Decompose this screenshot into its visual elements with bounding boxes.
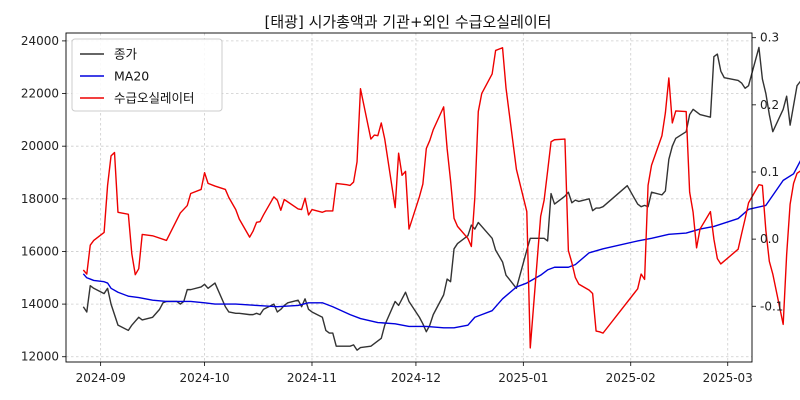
chart-title: [태광] 시가총액과 기관+외인 수급오실레이터 (265, 13, 552, 31)
x-tick-label: 2024-10 (180, 371, 230, 385)
y2-tick-label: 0.1 (760, 165, 779, 179)
x-tick-label: 2024-09 (76, 371, 126, 385)
plot-area (82, 46, 800, 351)
y2-tick-label: 0.3 (760, 31, 779, 45)
x-tick-label: 2025-01 (498, 371, 548, 385)
x-axis: 2024-09 2024-10 2024-11 2024-12 2025-01 2025-… (76, 362, 753, 385)
y2-tick-label: 0.0 (760, 232, 779, 246)
x-tick-label: 2024-12 (391, 371, 441, 385)
x-tick-label: 2024-11 (287, 371, 337, 385)
series-ma20-line (82, 160, 800, 329)
y2-tick-label: -0.1 (760, 299, 783, 313)
y-tick-label: 18000 (21, 192, 59, 206)
y-tick-label: 14000 (21, 297, 59, 311)
y-tick-label: 12000 (21, 350, 59, 364)
legend: 종가 MA20 수급오실레이터 (71, 38, 223, 112)
x-tick-label: 2025-02 (606, 371, 656, 385)
y-tick-label: 16000 (21, 244, 59, 258)
y-tick-label: 22000 (21, 87, 59, 101)
legend-oscillator-label: 수급오실레이터 (114, 91, 195, 106)
legend-box (71, 38, 223, 112)
y-tick-label: 24000 (21, 34, 59, 48)
plot-frame (65, 32, 753, 363)
y-axis-right: -0.1 0.0 0.1 0.2 0.3 (752, 31, 783, 313)
legend-ma20-label: MA20 (114, 69, 149, 84)
y-axis-left: 12000 14000 16000 18000 20000 22000 24000 (21, 34, 66, 364)
y-tick-label: 20000 (21, 139, 59, 153)
series-oscillator-line (82, 47, 800, 349)
series-close-line (82, 46, 800, 351)
legend-close-label: 종가 (114, 47, 138, 62)
grid-lines (66, 33, 752, 362)
y2-tick-label: 0.2 (760, 98, 779, 112)
x-tick-label: 2025-03 (703, 371, 753, 385)
